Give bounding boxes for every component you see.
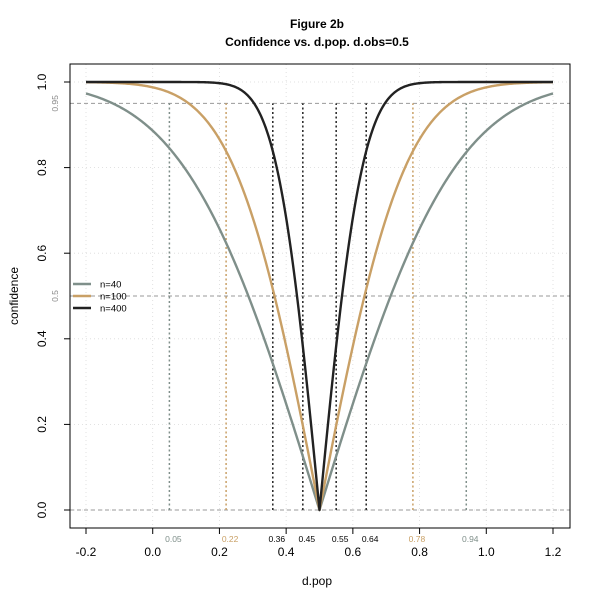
legend-label: n=40 bbox=[100, 280, 121, 291]
x-tick-label: 0.2 bbox=[211, 545, 228, 559]
series-line-n-400 bbox=[85, 80, 554, 512]
legend-label: n=100 bbox=[100, 292, 127, 303]
marker-label: 0.45 bbox=[299, 534, 316, 544]
y-tick-label: 1.0 bbox=[35, 73, 49, 90]
y-tick-label: 0.4 bbox=[35, 330, 49, 347]
chart-subtitle: Confidence vs. d.pop. d.obs=0.5 bbox=[225, 35, 409, 49]
reference-line-label: 0.5 bbox=[50, 290, 60, 302]
x-tick-label: 0.6 bbox=[345, 545, 362, 559]
x-tick-label: -0.2 bbox=[76, 545, 97, 559]
marker-label: 0.36 bbox=[269, 534, 286, 544]
chart-title: Figure 2b bbox=[290, 17, 344, 31]
y-axis: 0.0 0.2 0.4 0.6 0.8 1.0 bbox=[35, 73, 70, 518]
marker-label: 0.05 bbox=[165, 534, 182, 544]
marker-label: 0.78 bbox=[409, 534, 426, 544]
reference-lines: 0.95 0.5 bbox=[50, 95, 570, 511]
y-tick-label: 0.8 bbox=[35, 159, 49, 176]
plot-frame bbox=[69, 63, 571, 529]
x-tick-label: 0.4 bbox=[278, 545, 295, 559]
marker-label: 0.55 bbox=[332, 534, 349, 544]
series-line-n-40 bbox=[85, 92, 554, 512]
marker-label: 0.22 bbox=[222, 534, 239, 544]
x-axis: -0.2 0.0 0.2 0.4 0.6 0.8 1.0 1.2 bbox=[76, 528, 562, 559]
y-axis-label: confidence bbox=[7, 267, 21, 325]
marker-labels: 0.05 0.94 0.22 0.78 0.36 0.45 0.55 0.64 bbox=[165, 534, 479, 544]
y-tick-label: 0.2 bbox=[35, 416, 49, 433]
y-tick-label: 0.0 bbox=[35, 501, 49, 518]
x-axis-label: d.pop bbox=[302, 574, 332, 588]
y-tick-label: 0.6 bbox=[35, 245, 49, 262]
marker-label: 0.94 bbox=[462, 534, 479, 544]
legend-label: n=400 bbox=[100, 304, 127, 315]
series-curves bbox=[85, 80, 554, 512]
x-tick-label: 0.8 bbox=[411, 545, 428, 559]
marker-label: 0.64 bbox=[362, 534, 379, 544]
x-tick-label: 1.0 bbox=[478, 545, 495, 559]
reference-line-label: 0.95 bbox=[50, 95, 60, 112]
x-tick-label: 1.2 bbox=[545, 545, 562, 559]
x-tick-label: 0.0 bbox=[144, 545, 161, 559]
grid bbox=[70, 64, 570, 528]
